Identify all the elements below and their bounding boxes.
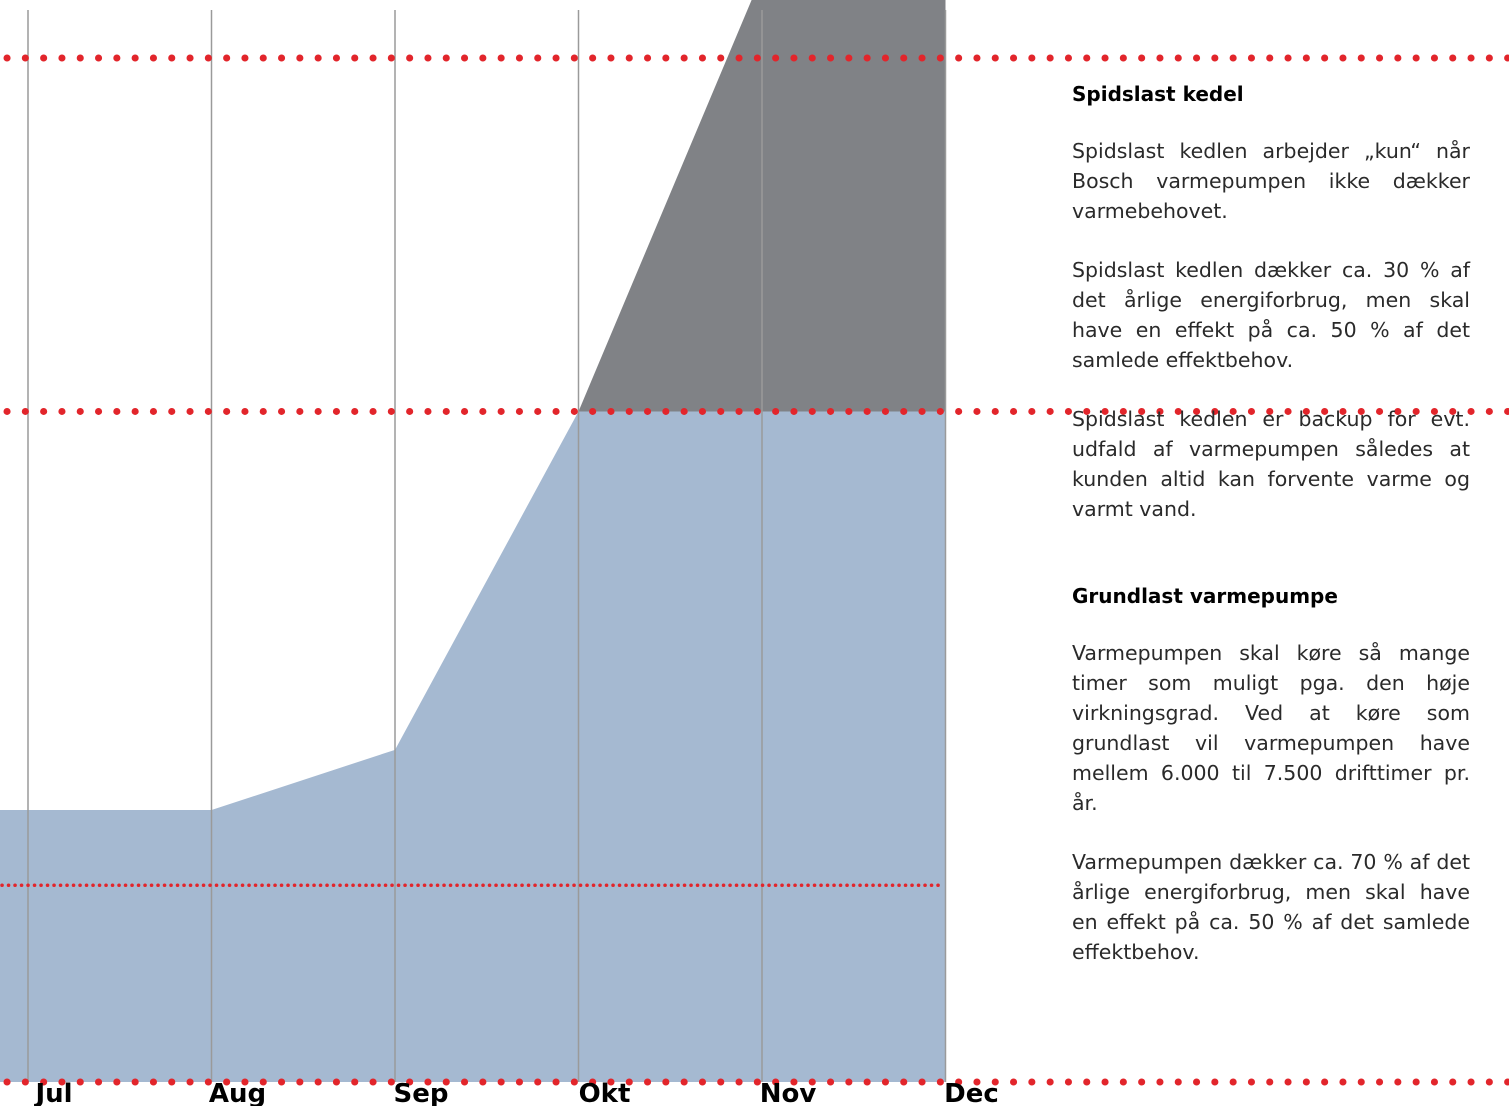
area-layer bbox=[0, 0, 946, 1082]
grundlast-paragraph-2: Varmepumpen dækker ca. 70 % af det årlig… bbox=[1072, 850, 1470, 964]
month-label-nov: Nov bbox=[760, 1079, 817, 1106]
grundlast-area bbox=[0, 411, 946, 1082]
dotted-level-lines bbox=[0, 54, 1509, 1086]
month-label-okt: Okt bbox=[579, 1079, 631, 1106]
spidslast-paragraph-1: Spidslast kedlen arbejder „kun“ når Bosc… bbox=[1072, 139, 1470, 223]
grundlast-section: Grundlast varmepumpe Varmepumpen skal kø… bbox=[1072, 584, 1470, 996]
grundlast-title: Grundlast varmepumpe bbox=[1072, 584, 1338, 608]
spidslast-section: Spidslast kedel Spidslast kedlen arbejde… bbox=[1072, 82, 1470, 553]
vertical-gridlines bbox=[27, 10, 947, 1082]
spidslast-paragraph-3: Spidslast kedlen er backup for evt. udfa… bbox=[1072, 407, 1470, 521]
month-label-aug: Aug bbox=[209, 1079, 266, 1106]
spidslast-title: Spidslast kedel bbox=[1072, 82, 1244, 106]
grundlast-paragraph-1: Varmepumpen skal køre så mange timer som… bbox=[1072, 641, 1470, 815]
month-label-sep: Sep bbox=[394, 1079, 449, 1106]
month-tick-labels: Jul Aug Sep Okt Nov Dec bbox=[33, 1079, 998, 1106]
month-label-dec: Dec bbox=[944, 1079, 999, 1106]
month-label-jul: Jul bbox=[33, 1079, 72, 1106]
spidslast-paragraph-2: Spidslast kedlen dækker ca. 30 % af det … bbox=[1072, 258, 1470, 372]
